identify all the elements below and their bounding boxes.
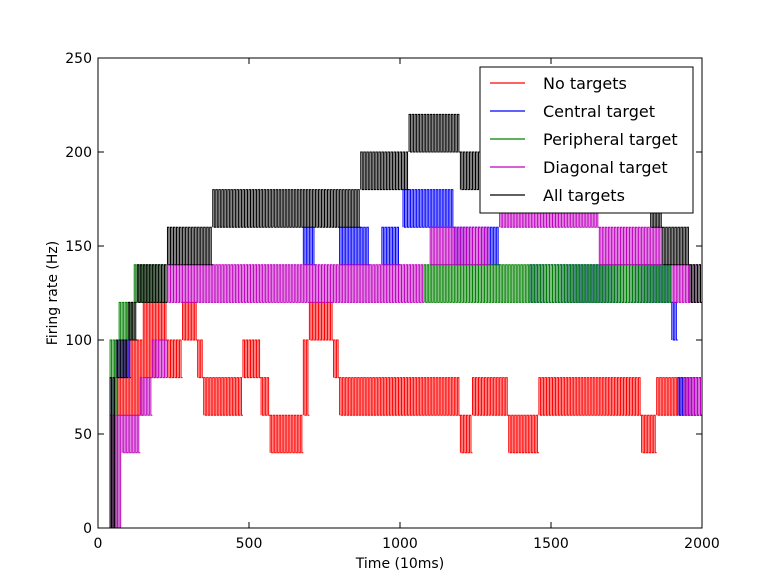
x-tick-label: 500 [236, 536, 263, 552]
x-axis-label: Time (10ms) [355, 556, 444, 572]
legend-label: Diagonal target [543, 158, 668, 177]
legend-box [479, 66, 694, 214]
x-tick-label: 2000 [684, 536, 720, 552]
legend: No targets Central target Peripheral targe… [479, 66, 694, 214]
y-tick-label: 50 [74, 427, 92, 443]
y-axis-label: Firing rate (Hz) [45, 241, 61, 345]
legend-label: Peripheral target [543, 130, 678, 149]
y-tick-label: 0 [83, 521, 92, 537]
y-tick-label: 250 [65, 51, 92, 67]
legend-label: No targets [543, 74, 627, 93]
x-tick-label: 0 [94, 536, 103, 552]
x-tick-label: 1500 [533, 536, 569, 552]
y-tick-label: 150 [65, 239, 92, 255]
series-line-2 [109, 264, 672, 529]
legend-label: Central target [543, 102, 655, 121]
axes: 0 500 1000 1500 2000 0 50 100 150 200 250 [65, 51, 720, 552]
series-line-0 [109, 301, 702, 529]
plot-series [109, 113, 702, 529]
x-tick-label: 1000 [382, 536, 418, 552]
legend-label: All targets [543, 186, 625, 205]
y-tick-label: 200 [65, 145, 92, 161]
y-tick-label: 100 [65, 333, 92, 349]
